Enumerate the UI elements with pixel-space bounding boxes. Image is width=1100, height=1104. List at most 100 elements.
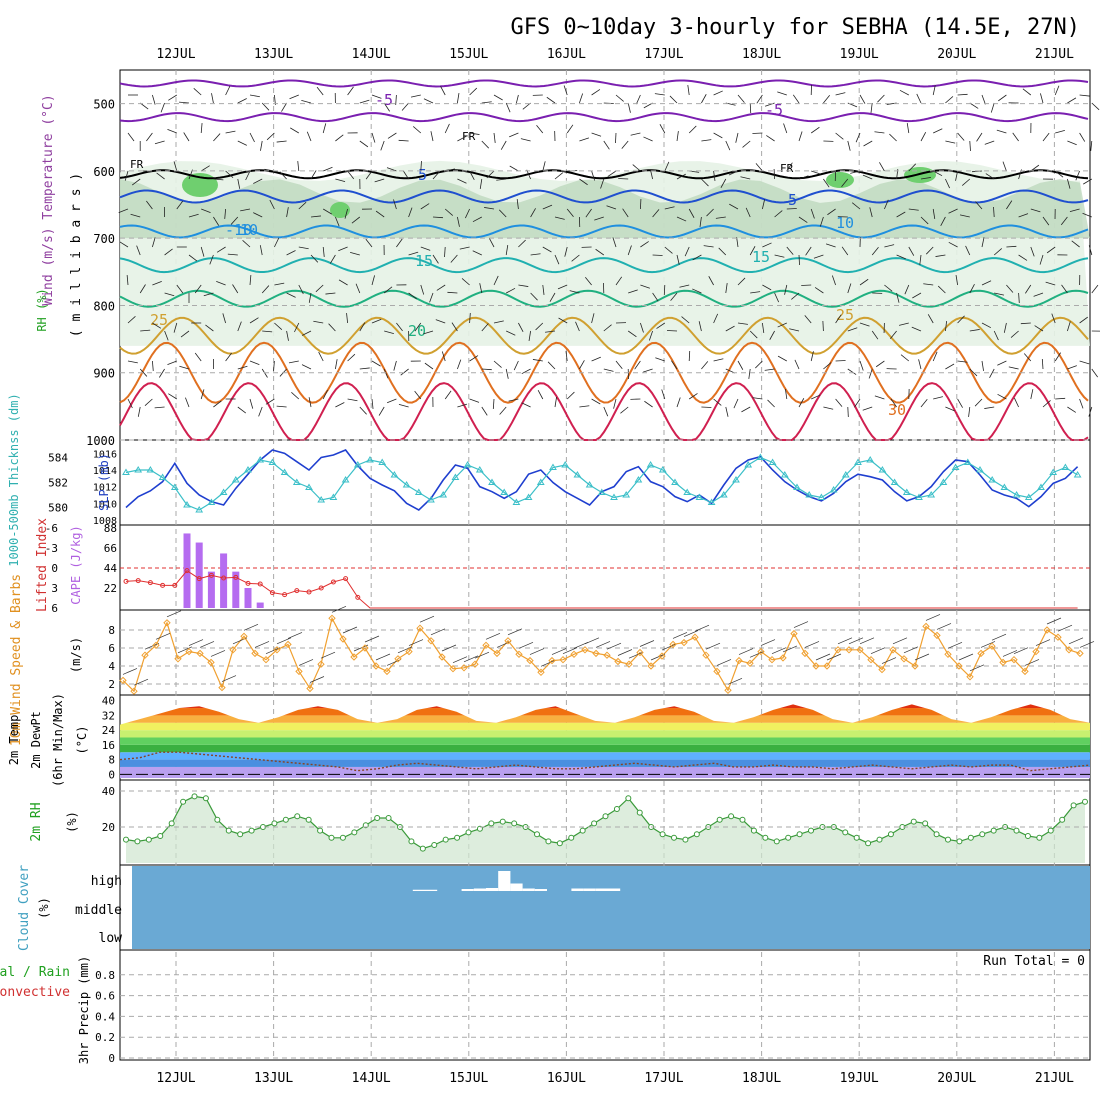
temp-band bbox=[120, 752, 1090, 759]
wind-barb bbox=[921, 132, 926, 141]
wind-barb bbox=[1040, 93, 1043, 103]
wind-barb-10m bbox=[959, 654, 973, 660]
day-label-bottom: 16JUL bbox=[547, 1071, 586, 1086]
wind-barb bbox=[997, 361, 1006, 365]
rh2m-point bbox=[192, 794, 197, 799]
wind-barb bbox=[482, 141, 489, 148]
wind-barb bbox=[260, 141, 262, 151]
rh2m-point bbox=[352, 830, 357, 835]
panel-frame-precip bbox=[120, 950, 1090, 1060]
wind-barb bbox=[152, 95, 155, 105]
wind-barb bbox=[138, 407, 140, 417]
wind-barb bbox=[506, 369, 508, 379]
wind-barb bbox=[195, 353, 201, 361]
temp-band bbox=[120, 767, 1090, 778]
precip-ylabel-3: 3hr Precip (mm) bbox=[77, 956, 91, 1064]
rh2m-point bbox=[980, 832, 985, 837]
precip-ylabel-1: Total / Rain bbox=[0, 965, 70, 980]
day-label-bottom: 15JUL bbox=[449, 1071, 488, 1086]
contour-label: 15 bbox=[415, 252, 433, 270]
rh2m-point bbox=[911, 819, 916, 824]
wind-barb-10m bbox=[948, 642, 962, 648]
wind-barb bbox=[919, 359, 921, 369]
wind-barb bbox=[644, 401, 652, 407]
wind-barb bbox=[811, 171, 821, 174]
rh2m-point bbox=[968, 835, 973, 840]
rh2m-point bbox=[295, 814, 300, 819]
high-cloud-bar bbox=[523, 889, 535, 892]
rh2m-point bbox=[672, 835, 677, 840]
wind-barb-10m bbox=[123, 668, 137, 674]
rh2m-point bbox=[283, 817, 288, 822]
precip-tick: 0.2 bbox=[95, 1031, 115, 1044]
panel-frame-slp bbox=[120, 440, 1090, 525]
wind-unit: (m/s) bbox=[69, 637, 83, 673]
cape-bar bbox=[245, 588, 252, 608]
wind-barb bbox=[399, 404, 409, 407]
wind-barb bbox=[945, 364, 954, 369]
rh2m-point bbox=[158, 834, 163, 839]
wind-barb bbox=[604, 141, 610, 149]
wind-barb-10m bbox=[453, 657, 467, 663]
wind-barb bbox=[836, 93, 846, 95]
wind-barb bbox=[990, 369, 995, 378]
wind-barb-10m bbox=[838, 638, 852, 644]
wind-barb bbox=[701, 140, 711, 141]
precip-ylabel-2: Convective bbox=[0, 985, 70, 1000]
wind-barb bbox=[875, 396, 885, 399]
wind-barb bbox=[259, 407, 263, 416]
temp-tick: 0 bbox=[108, 768, 115, 781]
wind-barb bbox=[921, 399, 927, 407]
rh2m-point bbox=[226, 828, 231, 833]
wind-barb bbox=[277, 141, 287, 142]
day-label-bottom: 21JUL bbox=[1035, 1071, 1074, 1086]
wind-barb-10m bbox=[365, 636, 379, 642]
rh2m-point bbox=[135, 839, 140, 844]
rh2m-point bbox=[1060, 817, 1065, 822]
wind-barb-10m bbox=[761, 640, 775, 646]
wind-barb-10m bbox=[167, 611, 181, 617]
wind-barb bbox=[689, 351, 690, 361]
wind-barb-10m bbox=[783, 646, 797, 652]
day-label-bottom: 17JUL bbox=[644, 1071, 683, 1086]
precip-tick: 0.6 bbox=[95, 990, 115, 1003]
wind-barb bbox=[302, 365, 311, 369]
wind-barb bbox=[238, 141, 247, 145]
wind-barb bbox=[689, 126, 696, 133]
wind-barb bbox=[401, 369, 409, 375]
wind-barb bbox=[335, 359, 337, 369]
wind-barb bbox=[982, 95, 985, 104]
temp-band bbox=[120, 693, 1090, 700]
wind-barb bbox=[152, 361, 153, 371]
temp-tick: 32 bbox=[102, 709, 115, 722]
wind-barb bbox=[1067, 98, 1076, 103]
wind-barb bbox=[184, 133, 189, 141]
wind-barb bbox=[185, 398, 189, 407]
wind-barb bbox=[628, 103, 630, 113]
rh2m-point bbox=[443, 837, 448, 842]
contour-label: 5 bbox=[418, 166, 427, 184]
rh2m-point bbox=[694, 832, 699, 837]
wind-barb bbox=[643, 137, 652, 141]
wind-barb bbox=[998, 95, 1006, 101]
wind-barb bbox=[907, 123, 909, 133]
wind-barb-10m bbox=[156, 633, 170, 639]
cape-bar bbox=[220, 553, 227, 608]
wind-barb bbox=[145, 399, 152, 406]
pressure-tick: 500 bbox=[93, 98, 115, 112]
rh2m-point bbox=[340, 835, 345, 840]
rh2m-point bbox=[557, 841, 562, 846]
high-cloud-bar bbox=[425, 890, 437, 891]
wind-barb bbox=[424, 99, 433, 103]
wind-barb bbox=[774, 169, 775, 179]
wind-barb bbox=[201, 123, 202, 133]
pressure-tick: 600 bbox=[93, 165, 115, 179]
wind-barb bbox=[876, 361, 884, 367]
wind-barb bbox=[509, 133, 518, 137]
wind-barb bbox=[622, 141, 628, 149]
wind-barb bbox=[482, 102, 492, 103]
rh2m-point bbox=[626, 796, 631, 801]
rh2m-point bbox=[580, 828, 585, 833]
wind-barb bbox=[445, 124, 449, 133]
